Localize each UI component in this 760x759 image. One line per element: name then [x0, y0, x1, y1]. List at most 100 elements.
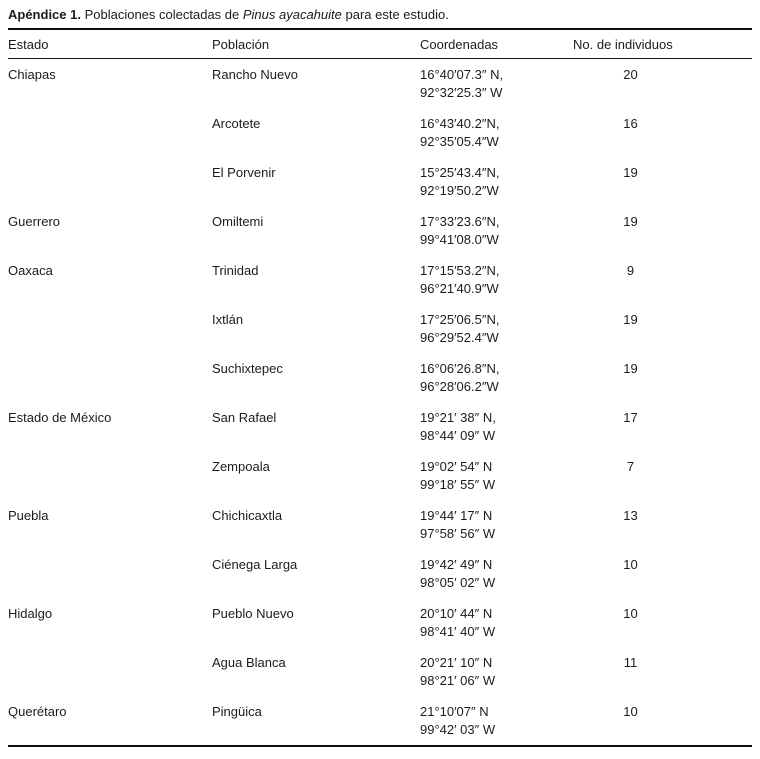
individuos-cell: 10 — [573, 549, 752, 598]
poblacion-cell: El Porvenir — [212, 157, 420, 206]
poblacion-label: Ixtlán — [212, 312, 244, 327]
coordenadas-cell: 15°25′43.4″N, 92°19′50.2″W — [420, 157, 573, 206]
table-caption: Apéndice 1. Poblaciones colectadas de Pi… — [8, 7, 752, 23]
individuos-cell: 10 — [573, 696, 752, 746]
latitude-value: 19°02′ 54″ N — [420, 459, 493, 474]
latitude-value: 17°15′53.2″N, — [420, 263, 500, 278]
coordenadas-cell: 16°40′07.3″ N, 92°32′25.3″ W — [420, 59, 573, 109]
individuos-value: 7 — [626, 459, 635, 474]
individuos-value: 17 — [623, 410, 638, 425]
estado-cell: Chiapas — [8, 59, 212, 109]
estado-label: Puebla — [8, 508, 49, 523]
table-row: Ixtlán 17°25′06.5″N, 96°29′52.4″W 19 — [8, 304, 752, 353]
estado-cell: Estado de México — [8, 402, 212, 451]
header-row: Estado Población Coordenadas No. de indi… — [8, 29, 752, 59]
poblacion-cell: Zempoala — [212, 451, 420, 500]
header-poblacion: Población — [212, 29, 420, 59]
poblacion-label: Arcotete — [212, 116, 261, 131]
poblacion-cell: Pueblo Nuevo — [212, 598, 420, 647]
longitude-value: 92°19′50.2″W — [420, 183, 499, 198]
estado-label: Guerrero — [8, 214, 61, 229]
individuos-cell: 19 — [573, 304, 752, 353]
header-estado: Estado — [8, 29, 212, 59]
latitude-value: 20°10′ 44″ N — [420, 606, 493, 621]
header-coordenadas: Coordenadas — [420, 29, 573, 59]
caption-text-after: para este estudio. — [341, 7, 449, 22]
table-row: Querétaro Pingüica 21°10′07″ N 99°42′ 03… — [8, 696, 752, 746]
table-row: Oaxaca Trinidad 17°15′53.2″N, 96°21′40.9… — [8, 255, 752, 304]
caption-label: Apéndice 1. — [8, 7, 81, 22]
estado-cell — [8, 549, 212, 598]
longitude-value: 96°29′52.4″W — [420, 330, 499, 345]
coordenadas-cell: 16°06′26.8″N, 96°28′06.2″W — [420, 353, 573, 402]
estado-cell — [8, 108, 212, 157]
poblacion-cell: Arcotete — [212, 108, 420, 157]
estado-cell — [8, 304, 212, 353]
latitude-value: 16°06′26.8″N, — [420, 361, 500, 376]
individuos-cell: 17 — [573, 402, 752, 451]
latitude-value: 17°25′06.5″N, — [420, 312, 500, 327]
poblacion-cell: Ciénega Larga — [212, 549, 420, 598]
individuos-value: 20 — [623, 67, 638, 82]
individuos-value: 11 — [623, 655, 638, 670]
table-body: Chiapas Rancho Nuevo 16°40′07.3″ N, 92°3… — [8, 59, 752, 747]
individuos-cell: 7 — [573, 451, 752, 500]
latitude-value: 19°21′ 38″ N, — [420, 410, 496, 425]
individuos-cell: 19 — [573, 206, 752, 255]
individuos-value: 19 — [623, 165, 638, 180]
estado-cell — [8, 451, 212, 500]
poblacion-label: El Porvenir — [212, 165, 276, 180]
poblacion-label: San Rafael — [212, 410, 277, 425]
longitude-value: 98°41′ 40″ W — [420, 624, 496, 639]
estado-cell — [8, 353, 212, 402]
latitude-value: 19°42′ 49″ N — [420, 557, 493, 572]
poblacion-label: Agua Blanca — [212, 655, 286, 670]
longitude-value: 92°32′25.3″ W — [420, 85, 503, 100]
coordenadas-cell: 21°10′07″ N 99°42′ 03″ W — [420, 696, 573, 746]
poblacion-label: Omiltemi — [212, 214, 264, 229]
poblacion-label: Zempoala — [212, 459, 270, 474]
table-row: Puebla Chichicaxtla 19°44′ 17″ N 97°58′ … — [8, 500, 752, 549]
poblacion-cell: Trinidad — [212, 255, 420, 304]
poblacion-cell: Agua Blanca — [212, 647, 420, 696]
longitude-value: 98°44′ 09″ W — [420, 428, 496, 443]
coordenadas-cell: 16°43′40.2″N, 92°35′05.4″W — [420, 108, 573, 157]
table-row: Arcotete 16°43′40.2″N, 92°35′05.4″W 16 — [8, 108, 752, 157]
estado-label: Oaxaca — [8, 263, 53, 278]
poblacion-cell: Suchixtepec — [212, 353, 420, 402]
individuos-value: 19 — [623, 312, 638, 327]
poblacion-cell: Ixtlán — [212, 304, 420, 353]
longitude-value: 99°41′08.0″W — [420, 232, 499, 247]
individuos-value: 9 — [626, 263, 635, 278]
table-row: El Porvenir 15°25′43.4″N, 92°19′50.2″W 1… — [8, 157, 752, 206]
poblacion-label: Trinidad — [212, 263, 259, 278]
longitude-value: 99°42′ 03″ W — [420, 722, 496, 737]
latitude-value: 15°25′43.4″N, — [420, 165, 500, 180]
coordenadas-cell: 19°21′ 38″ N, 98°44′ 09″ W — [420, 402, 573, 451]
table-row: Hidalgo Pueblo Nuevo 20°10′ 44″ N 98°41′… — [8, 598, 752, 647]
longitude-value: 97°58′ 56″ W — [420, 526, 496, 541]
poblacion-label: Pingüica — [212, 704, 262, 719]
longitude-value: 92°35′05.4″W — [420, 134, 499, 149]
longitude-value: 96°21′40.9″W — [420, 281, 499, 296]
table-row: Zempoala 19°02′ 54″ N 99°18′ 55″ W 7 — [8, 451, 752, 500]
estado-cell: Hidalgo — [8, 598, 212, 647]
coordenadas-cell: 17°33′23.6″N, 99°41′08.0″W — [420, 206, 573, 255]
estado-cell: Puebla — [8, 500, 212, 549]
poblacion-label: Chichicaxtla — [212, 508, 283, 523]
longitude-value: 98°05′ 02″ W — [420, 575, 496, 590]
estado-cell — [8, 647, 212, 696]
longitude-value: 98°21′ 06″ W — [420, 673, 496, 688]
individuos-cell: 16 — [573, 108, 752, 157]
poblacion-label: Ciénega Larga — [212, 557, 298, 572]
latitude-value: 16°43′40.2″N, — [420, 116, 500, 131]
table-row: Chiapas Rancho Nuevo 16°40′07.3″ N, 92°3… — [8, 59, 752, 109]
poblacion-cell: Omiltemi — [212, 206, 420, 255]
poblacion-label: Pueblo Nuevo — [212, 606, 294, 621]
caption-text-before: Poblaciones colectadas de — [80, 7, 243, 22]
individuos-cell: 9 — [573, 255, 752, 304]
individuos-value: 19 — [623, 214, 638, 229]
table-row: Ciénega Larga 19°42′ 49″ N 98°05′ 02″ W … — [8, 549, 752, 598]
poblacion-cell: Chichicaxtla — [212, 500, 420, 549]
coordenadas-cell: 20°21′ 10″ N 98°21′ 06″ W — [420, 647, 573, 696]
